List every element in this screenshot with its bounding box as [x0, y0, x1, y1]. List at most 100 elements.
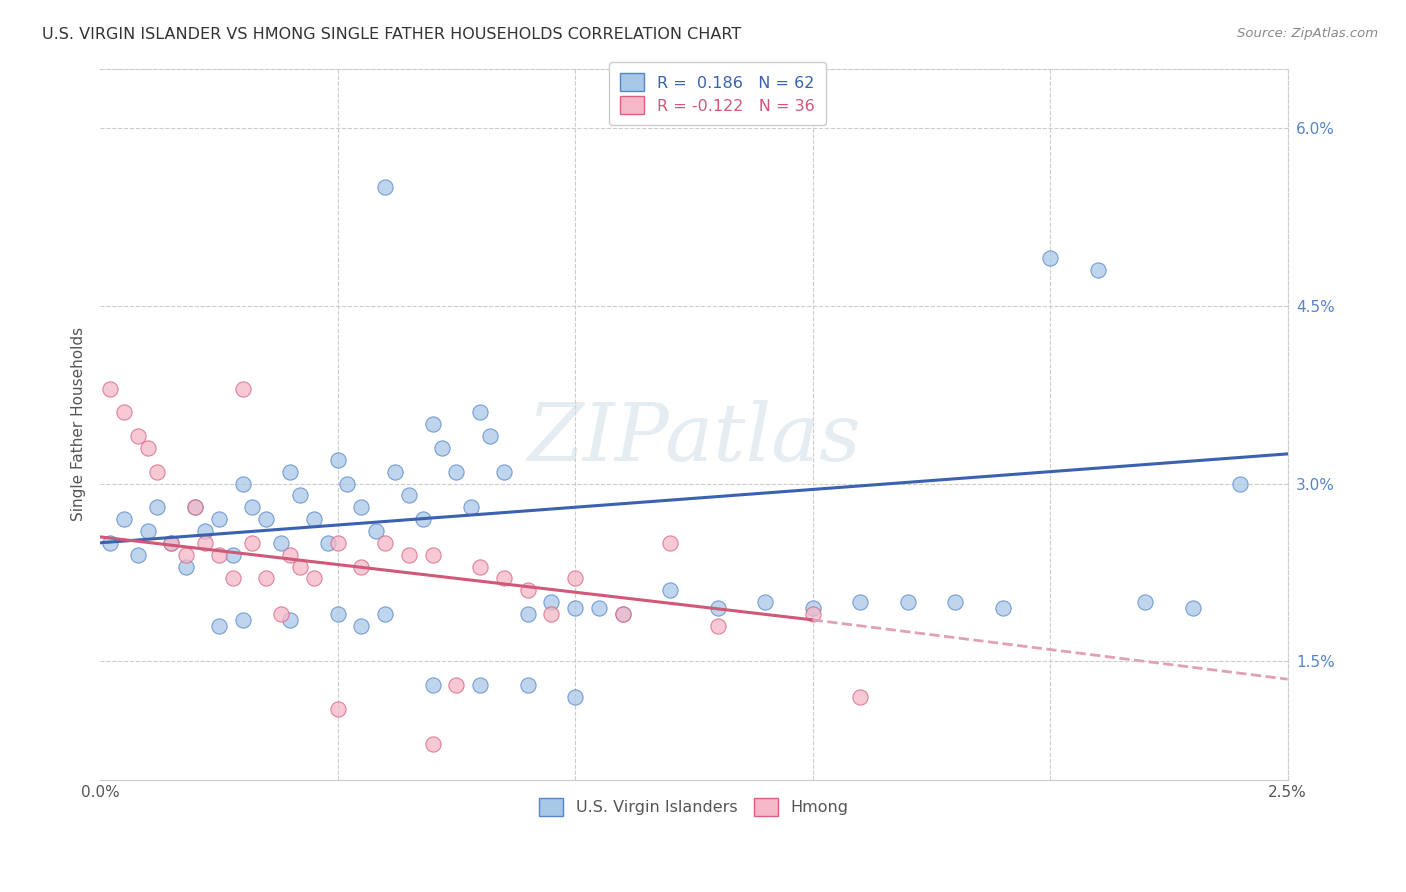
Y-axis label: Single Father Households: Single Father Households	[72, 327, 86, 521]
Point	[801, 607, 824, 621]
Point	[240, 536, 263, 550]
Point	[659, 536, 682, 550]
Point	[540, 595, 562, 609]
Point	[302, 571, 325, 585]
Point	[412, 512, 434, 526]
Point	[208, 512, 231, 526]
Point	[136, 441, 159, 455]
Point	[208, 619, 231, 633]
Point	[288, 559, 311, 574]
Point	[422, 417, 444, 432]
Point	[194, 524, 217, 538]
Point	[659, 583, 682, 598]
Point	[160, 536, 183, 550]
Point	[302, 512, 325, 526]
Point	[398, 488, 420, 502]
Point	[460, 500, 482, 515]
Point	[430, 441, 453, 455]
Point	[446, 678, 468, 692]
Point	[326, 607, 349, 621]
Point	[478, 429, 501, 443]
Point	[612, 607, 634, 621]
Point	[991, 601, 1014, 615]
Point	[1087, 263, 1109, 277]
Point	[222, 571, 245, 585]
Point	[208, 548, 231, 562]
Point	[540, 607, 562, 621]
Point	[1229, 476, 1251, 491]
Point	[849, 595, 872, 609]
Point	[564, 690, 586, 704]
Point	[127, 429, 149, 443]
Point	[270, 607, 292, 621]
Point	[364, 524, 387, 538]
Point	[240, 500, 263, 515]
Point	[350, 619, 373, 633]
Point	[160, 536, 183, 550]
Point	[326, 702, 349, 716]
Point	[564, 571, 586, 585]
Point	[316, 536, 339, 550]
Point	[1039, 252, 1062, 266]
Point	[492, 465, 515, 479]
Point	[1133, 595, 1156, 609]
Point	[278, 613, 301, 627]
Point	[516, 583, 538, 598]
Point	[174, 559, 197, 574]
Legend: U.S. Virgin Islanders, Hmong: U.S. Virgin Islanders, Hmong	[530, 789, 858, 825]
Point	[112, 405, 135, 419]
Point	[326, 536, 349, 550]
Point	[422, 738, 444, 752]
Point	[374, 607, 396, 621]
Point	[98, 382, 121, 396]
Point	[446, 465, 468, 479]
Point	[278, 465, 301, 479]
Point	[849, 690, 872, 704]
Point	[468, 559, 491, 574]
Point	[801, 601, 824, 615]
Point	[588, 601, 610, 615]
Point	[278, 548, 301, 562]
Point	[136, 524, 159, 538]
Point	[754, 595, 776, 609]
Point	[374, 180, 396, 194]
Point	[146, 465, 169, 479]
Point	[564, 601, 586, 615]
Point	[336, 476, 359, 491]
Point	[270, 536, 292, 550]
Point	[254, 512, 277, 526]
Point	[146, 500, 169, 515]
Text: U.S. VIRGIN ISLANDER VS HMONG SINGLE FATHER HOUSEHOLDS CORRELATION CHART: U.S. VIRGIN ISLANDER VS HMONG SINGLE FAT…	[42, 27, 741, 42]
Point	[127, 548, 149, 562]
Point	[468, 405, 491, 419]
Point	[350, 559, 373, 574]
Point	[232, 382, 254, 396]
Point	[326, 452, 349, 467]
Point	[398, 548, 420, 562]
Point	[468, 678, 491, 692]
Point	[492, 571, 515, 585]
Point	[254, 571, 277, 585]
Point	[422, 548, 444, 562]
Point	[232, 613, 254, 627]
Point	[943, 595, 966, 609]
Point	[232, 476, 254, 491]
Point	[897, 595, 920, 609]
Point	[98, 536, 121, 550]
Point	[184, 500, 207, 515]
Point	[516, 607, 538, 621]
Text: Source: ZipAtlas.com: Source: ZipAtlas.com	[1237, 27, 1378, 40]
Point	[194, 536, 217, 550]
Point	[222, 548, 245, 562]
Point	[706, 601, 728, 615]
Point	[374, 536, 396, 550]
Point	[706, 619, 728, 633]
Point	[174, 548, 197, 562]
Point	[350, 500, 373, 515]
Point	[184, 500, 207, 515]
Text: ZIPatlas: ZIPatlas	[527, 400, 860, 477]
Point	[516, 678, 538, 692]
Point	[288, 488, 311, 502]
Point	[1181, 601, 1204, 615]
Point	[112, 512, 135, 526]
